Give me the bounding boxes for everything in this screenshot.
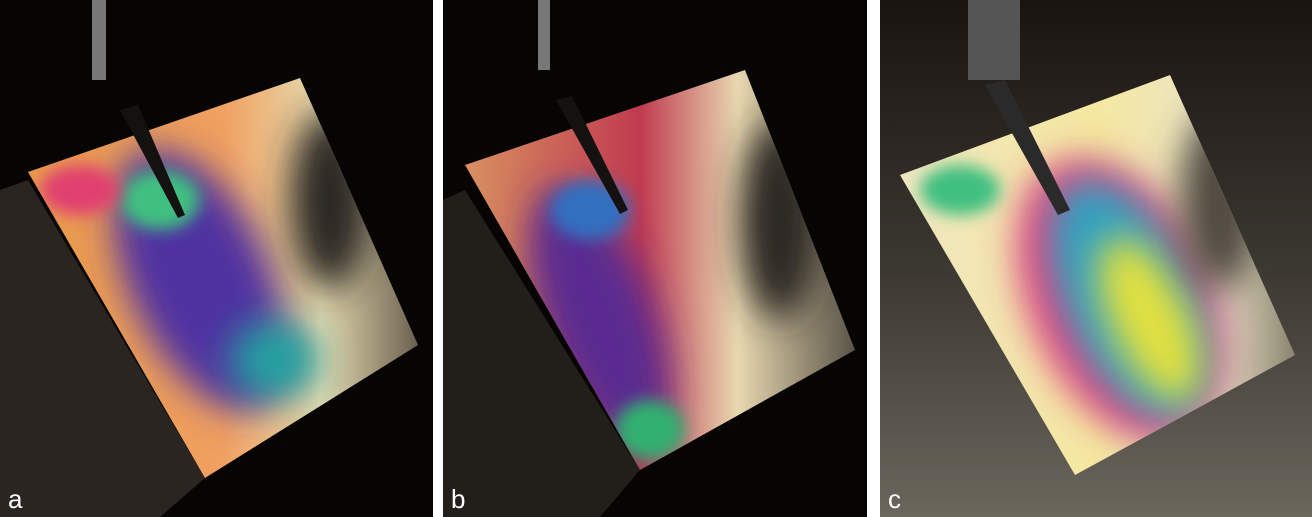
panel-c: c [880,0,1312,517]
drill-chuck [968,0,1020,80]
panel-label: c [888,484,901,514]
screw-top [538,0,550,70]
panel-b: b [443,0,867,517]
panel-a: a [0,0,433,517]
panel-label: a [8,484,23,514]
panel-label: b [451,484,465,514]
page: a b c (() => { const data = JSON.pars [0,0,1312,517]
screw-top [92,0,106,80]
figure: a b c [0,0,1312,517]
